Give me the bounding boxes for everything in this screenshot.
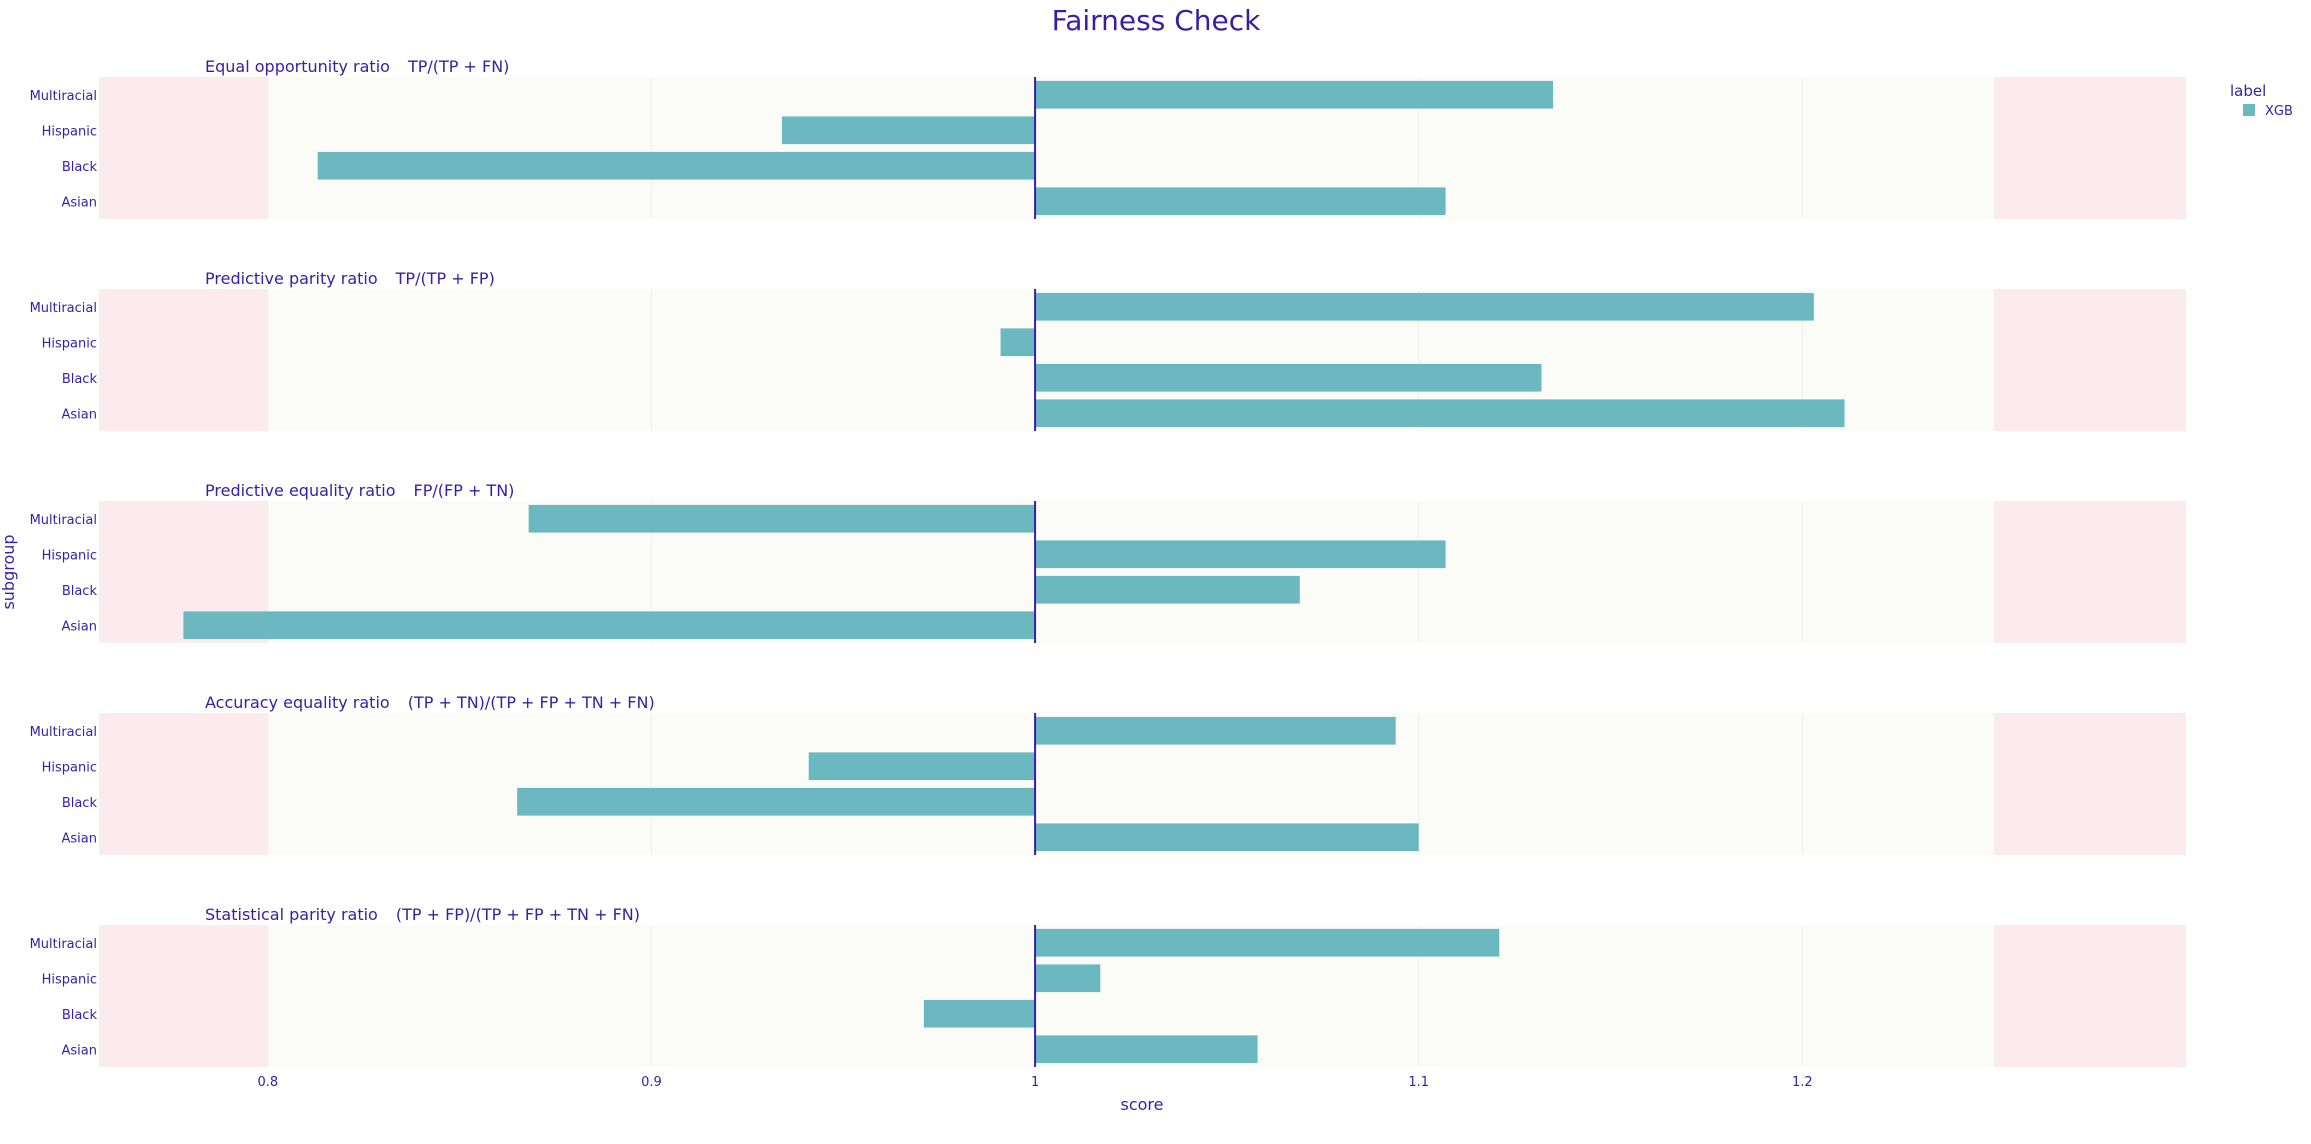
unfair-zone-high: [1994, 713, 2186, 855]
unfair-zone-high: [1994, 289, 2186, 431]
panel-metric: Predictive parity ratio: [205, 269, 378, 288]
bar-multiracial[interactable]: [1035, 292, 1814, 321]
x-tick-label: 0.9: [641, 1075, 662, 1090]
x-tick-label: 1.1: [1408, 1075, 1429, 1090]
panel-metric: Statistical parity ratio: [205, 905, 378, 924]
bar-multiracial[interactable]: [1035, 716, 1396, 745]
category-label-multiracial: Multiracial: [30, 513, 97, 528]
bar-asian[interactable]: [1035, 1035, 1258, 1064]
x-tick-label: 0.8: [257, 1075, 278, 1090]
bar-black[interactable]: [517, 787, 1036, 816]
panel-formula: (TP + FP)/(TP + FP + TN + FN): [396, 905, 640, 924]
unfair-zone-high: [1994, 77, 2186, 219]
panel-4: Accuracy equality ratio (TP + TN)/(TP + F…: [30, 693, 2186, 855]
category-label-hispanic: Hispanic: [42, 336, 97, 351]
category-label-hispanic: Hispanic: [42, 124, 97, 139]
unfair-zone-low: [99, 713, 268, 855]
category-label-black: Black: [62, 796, 98, 811]
panel-title: Statistical parity ratio (TP + FP)/(TP + …: [205, 905, 640, 924]
category-label-black: Black: [62, 584, 98, 599]
panel-metric: Equal opportunity ratio: [205, 57, 390, 76]
legend: label XGB: [2230, 82, 2293, 119]
panel-formula: (TP + TN)/(TP + FP + TN + FN): [408, 693, 655, 712]
panel-2: Predictive parity ratio TP/(TP + FP) Multi…: [30, 269, 2186, 431]
x-axis-label: score: [1121, 1095, 1164, 1114]
bar-black[interactable]: [317, 151, 1036, 180]
unfair-zone-low: [99, 925, 268, 1067]
category-label-black: Black: [62, 372, 98, 387]
panel-metric: Accuracy equality ratio: [205, 693, 390, 712]
panel-metric: Predictive equality ratio: [205, 481, 396, 500]
category-label-multiracial: Multiracial: [30, 725, 97, 740]
category-label-multiracial: Multiracial: [30, 89, 97, 104]
x-axis-ticks: 0.8 0.9 1 1.1 1.2: [257, 1075, 1812, 1090]
bar-hispanic[interactable]: [1035, 964, 1101, 993]
legend-title: label: [2230, 82, 2266, 100]
category-label-multiracial: Multiracial: [30, 937, 97, 952]
panel-formula: TP/(TP + FP): [395, 269, 495, 288]
category-label-hispanic: Hispanic: [42, 760, 97, 775]
category-label-hispanic: Hispanic: [42, 972, 97, 987]
panel-formula: FP/(FP + TN): [414, 481, 515, 500]
category-label-multiracial: Multiracial: [30, 301, 97, 316]
category-label-black: Black: [62, 160, 98, 175]
unfair-zone-low: [99, 289, 268, 431]
unfair-zone-low: [99, 77, 268, 219]
panel-title: Predictive parity ratio TP/(TP + FP): [205, 269, 495, 288]
panel-title: Equal opportunity ratio TP/(TP + FN): [205, 57, 509, 76]
category-label-asian: Asian: [62, 1043, 97, 1058]
legend-swatch-xgb[interactable]: [2243, 104, 2255, 116]
unfair-zone-high: [1994, 501, 2186, 643]
panel-1: Equal opportunity ratio TP/(TP + FN) Multi…: [30, 57, 2186, 219]
panel-5: Statistical parity ratio (TP + FP)/(TP + …: [30, 905, 2186, 1067]
bar-multiracial[interactable]: [1035, 928, 1500, 957]
bar-hispanic[interactable]: [808, 752, 1036, 781]
bar-black[interactable]: [1035, 575, 1300, 604]
y-axis-label: subgroup: [0, 534, 18, 609]
bar-multiracial[interactable]: [1035, 80, 1553, 109]
panel-formula: TP/(TP + FN): [407, 57, 509, 76]
bar-hispanic[interactable]: [1035, 540, 1446, 569]
category-label-hispanic: Hispanic: [42, 548, 97, 563]
x-tick-label: 1.2: [1792, 1075, 1813, 1090]
panels: Equal opportunity ratio TP/(TP + FN) Multi…: [30, 57, 2186, 1067]
bar-hispanic[interactable]: [1000, 328, 1036, 357]
bar-multiracial[interactable]: [528, 504, 1036, 533]
bar-asian[interactable]: [1035, 823, 1419, 852]
panel-title: Accuracy equality ratio (TP + TN)/(TP + F…: [205, 693, 655, 712]
category-label-black: Black: [62, 1008, 98, 1023]
category-label-asian: Asian: [62, 619, 97, 634]
panel-title: Predictive equality ratio FP/(FP + TN): [205, 481, 514, 500]
x-tick-label: 1: [1031, 1075, 1039, 1090]
panel-3: Predictive equality ratio FP/(FP + TN) Mul…: [30, 481, 2186, 643]
chart-title: Fairness Check: [1052, 4, 1261, 37]
bar-asian[interactable]: [183, 611, 1036, 640]
category-label-asian: Asian: [62, 831, 97, 846]
legend-entry-xgb[interactable]: XGB: [2265, 104, 2293, 119]
category-label-asian: Asian: [62, 407, 97, 422]
bar-asian[interactable]: [1035, 399, 1845, 428]
category-label-asian: Asian: [62, 195, 97, 210]
bar-black[interactable]: [1035, 363, 1542, 392]
unfair-zone-high: [1994, 925, 2186, 1067]
bar-hispanic[interactable]: [781, 116, 1036, 145]
bar-black[interactable]: [923, 999, 1036, 1028]
bar-asian[interactable]: [1035, 187, 1446, 216]
